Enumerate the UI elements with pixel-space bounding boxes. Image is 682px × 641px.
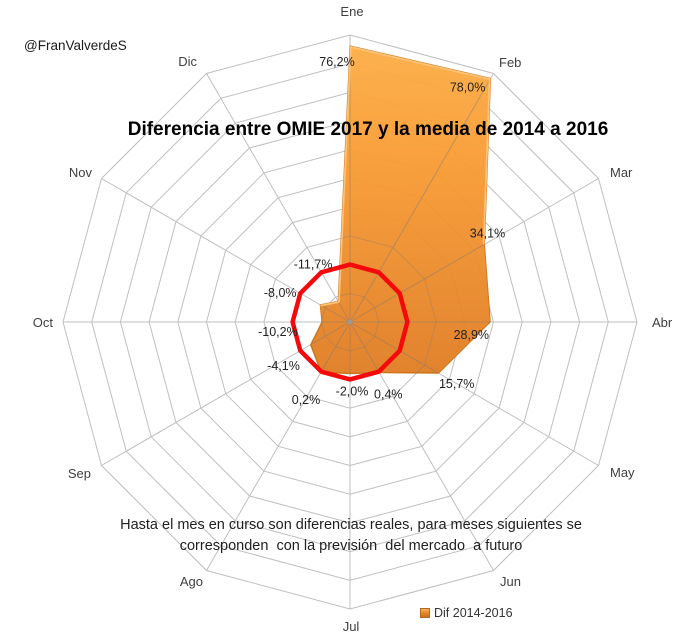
grid-spoke-overlay [310, 321, 351, 374]
axis-label-jul: Jul [343, 619, 360, 634]
twitter-handle: @FranValverdeS [24, 38, 127, 53]
grid-ring-overlay [310, 235, 437, 374]
axis-label-nov: Nov [69, 165, 93, 180]
grid-ring-overlay [320, 292, 380, 352]
axis-label-feb: Feb [499, 55, 521, 70]
axis-label-dic: Dic [178, 54, 197, 69]
series-area-dif-2014-2016 [310, 45, 492, 375]
grid-spoke [101, 178, 351, 323]
center-dot [347, 319, 353, 325]
footnote-line-1: Hasta el mes en curso son diferencias re… [120, 517, 582, 533]
axis-label-abr: Abr [652, 315, 673, 330]
axis-label-ene: Ene [340, 4, 363, 19]
axis-label-may: May [610, 465, 635, 480]
data-label-feb: 78,0% [450, 80, 485, 94]
chart-footnote: Hasta el mes en curso son diferencias re… [20, 515, 682, 557]
axis-label-mar: Mar [610, 165, 633, 180]
data-label-jul: -2,0% [336, 385, 369, 399]
grid-spoke [206, 73, 351, 323]
footnote-line-2: corresponden con la previsión del mercad… [179, 538, 523, 554]
data-label-dic: -11,7% [294, 257, 333, 271]
data-label-may: 15,7% [439, 377, 474, 391]
legend-label: Dif 2014-2016 [434, 606, 513, 620]
grid-spoke [101, 321, 351, 466]
grid-spoke-overlay [349, 321, 491, 374]
data-label-abr: 28,9% [454, 328, 489, 342]
data-label-oct: -10,2% [258, 325, 298, 339]
axis-label-oct: Oct [33, 315, 54, 330]
chart-legend: Dif 2014-2016 [420, 606, 513, 620]
axis-label-jun: Jun [500, 574, 521, 589]
data-label-ago: 0,2% [292, 393, 321, 407]
axis-label-ago: Ago [180, 574, 203, 589]
data-label-sep: -4,1% [267, 359, 300, 373]
data-label-ene: 76,2% [319, 55, 354, 69]
zero-reference-line [290, 262, 410, 382]
data-label-mar: 34,1% [470, 226, 505, 240]
data-label-jun: 0,4% [374, 388, 403, 402]
grid-spoke-overlay [349, 321, 491, 374]
legend-marker-icon [420, 608, 430, 618]
grid-spoke-overlay [349, 178, 491, 323]
chart-title: Diferencia entre OMIE 2017 y la media de… [127, 119, 609, 140]
data-label-nov: -8,0% [264, 286, 297, 300]
grid-spoke-overlay [349, 73, 491, 323]
axis-label-sep: Sep [68, 466, 91, 481]
